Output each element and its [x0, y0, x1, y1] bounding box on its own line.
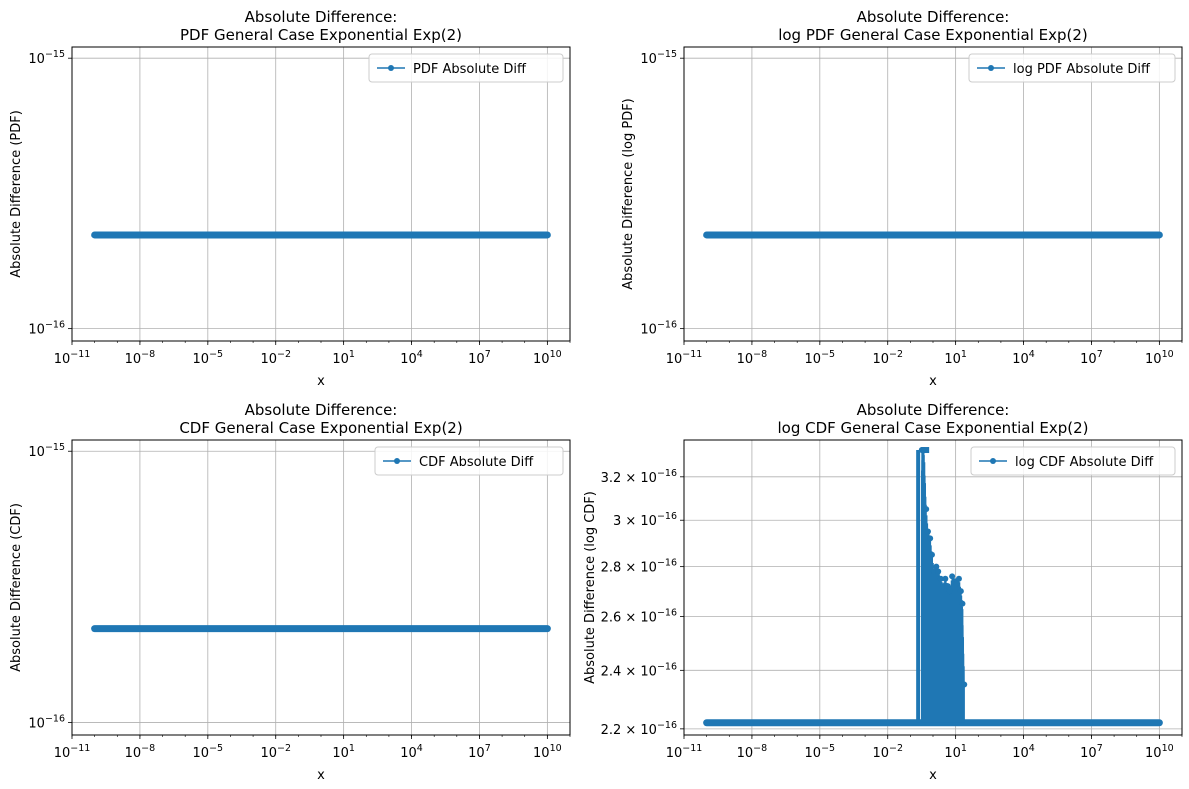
x-tick-label: 10−8	[125, 349, 156, 367]
chart-title-line2: log PDF General Case Exponential Exp(2)	[778, 26, 1088, 44]
y-tick-label: 2.4 × 10−16	[601, 661, 677, 679]
data-point	[937, 575, 944, 582]
legend-label: log CDF Absolute Diff	[1015, 455, 1154, 470]
y-axis-label: Absolute Difference (log PDF)	[621, 98, 636, 290]
chart-title-line2: log CDF General Case Exponential Exp(2)	[777, 419, 1088, 437]
data-point	[955, 575, 962, 582]
legend-box	[368, 53, 564, 83]
data-point	[923, 506, 930, 513]
y-tick-label: 3 × 10−16	[613, 511, 677, 529]
x-tick-label: 10−5	[193, 743, 224, 761]
data-point	[924, 528, 931, 535]
x-tick-label: 10−8	[125, 743, 156, 761]
chart-title-line2: PDF General Case Exponential Exp(2)	[180, 26, 462, 44]
data-point	[935, 568, 942, 575]
x-tick-label: 10−2	[260, 349, 291, 367]
y-tick-label: 10−15	[640, 49, 677, 67]
data-point	[933, 563, 940, 570]
series-spikes	[921, 449, 965, 723]
y-axis-label: Absolute Difference (log CDF)	[583, 491, 598, 684]
legend-label: log PDF Absolute Diff	[1013, 62, 1151, 77]
legend-box	[968, 53, 1176, 83]
x-tick-label: 10−5	[805, 349, 836, 367]
x-axis-label: x	[929, 768, 937, 783]
legend-marker	[388, 65, 394, 71]
x-tick-label: 10−2	[260, 743, 291, 761]
data-point	[940, 583, 947, 590]
y-tick-label: 10−16	[28, 714, 65, 732]
data-point	[957, 588, 964, 595]
x-tick-label: 107	[468, 349, 491, 367]
data-point	[953, 580, 960, 587]
x-tick-label: 101	[332, 743, 355, 761]
data-point	[942, 575, 949, 582]
data-point	[961, 681, 968, 688]
chart-title-line1: Absolute Difference:	[245, 401, 398, 419]
y-tick-label: 10−15	[28, 442, 65, 460]
y-tick-label: 10−16	[640, 320, 677, 338]
x-tick-label: 10−2	[872, 349, 903, 367]
x-tick-label: 107	[1080, 743, 1103, 761]
axes-frame	[71, 439, 571, 736]
y-tick-label: 3.2 × 10−16	[601, 468, 677, 486]
x-tick-label: 10−5	[805, 743, 836, 761]
data-point	[959, 600, 966, 607]
legend-marker	[988, 65, 994, 71]
axes-frame	[71, 46, 571, 342]
legend-marker	[990, 458, 996, 464]
data-point	[930, 568, 937, 575]
x-tick-label: 101	[944, 349, 967, 367]
x-tick-label: 101	[332, 349, 355, 367]
subplot-1: 10−11 10−8 10−5 10−2 101 104 107 1010 10−16 10−15…	[9, 8, 571, 389]
subplot-2: 10−11 10−8 10−5 10−2 101 104 107 1010 10−16 10−15…	[621, 8, 1183, 389]
x-tick-label: 10−11	[666, 349, 703, 367]
x-tick-label: 107	[468, 743, 491, 761]
data-point	[927, 535, 934, 542]
x-tick-label: 10−5	[193, 349, 224, 367]
x-tick-label: 104	[400, 349, 423, 367]
x-tick-label: 1010	[1145, 743, 1174, 761]
chart-title-line1: Absolute Difference:	[857, 8, 1010, 26]
data-point	[928, 551, 935, 558]
legend-label: CDF Absolute Diff	[419, 455, 534, 470]
x-tick-label: 101	[944, 743, 967, 761]
x-tick-label: 10−11	[54, 349, 91, 367]
data-point	[949, 573, 956, 580]
chart-title-line2: CDF General Case Exponential Exp(2)	[179, 419, 462, 437]
axes-frame	[683, 46, 1183, 342]
legend-box	[970, 446, 1176, 476]
x-axis-label: x	[317, 768, 325, 783]
x-tick-label: 104	[1012, 349, 1035, 367]
x-tick-label: 1010	[533, 743, 562, 761]
y-tick-label: 10−16	[28, 320, 65, 338]
chart-title-line1: Absolute Difference:	[245, 8, 398, 26]
chart-title-line1: Absolute Difference:	[857, 401, 1010, 419]
x-tick-label: 10−11	[666, 743, 703, 761]
x-tick-label: 104	[400, 743, 423, 761]
legend-label: PDF Absolute Diff	[413, 62, 527, 77]
subplot-3: 10−11 10−8 10−5 10−2 101 104 107 1010 10−16 10−15…	[9, 401, 571, 783]
x-tick-label: 107	[1080, 349, 1103, 367]
data-point	[946, 588, 953, 595]
x-tick-label: 10−11	[54, 743, 91, 761]
y-tick-label: 10−15	[28, 49, 65, 67]
x-axis-label: x	[929, 374, 937, 389]
y-tick-label: 2.6 × 10−16	[601, 607, 677, 625]
y-tick-label: 2.8 × 10−16	[601, 558, 677, 576]
x-tick-label: 104	[1012, 743, 1035, 761]
x-axis-label: x	[317, 374, 325, 389]
x-tick-label: 10−8	[737, 349, 768, 367]
y-axis-label: Absolute Difference (PDF)	[9, 110, 24, 278]
x-tick-label: 10−2	[872, 743, 903, 761]
data-point	[944, 583, 951, 590]
x-tick-label: 1010	[1145, 349, 1174, 367]
y-axis-label: Absolute Difference (CDF)	[9, 503, 24, 672]
legend-marker	[394, 458, 400, 464]
subplot-4: 10−11 10−8 10−5 10−2 101 104 107 1010 2.2 × 10−1…	[583, 401, 1183, 783]
y-tick-label: 2.2 × 10−16	[601, 720, 677, 738]
x-tick-label: 10−8	[737, 743, 768, 761]
x-tick-label: 1010	[533, 349, 562, 367]
legend-box	[374, 446, 564, 476]
